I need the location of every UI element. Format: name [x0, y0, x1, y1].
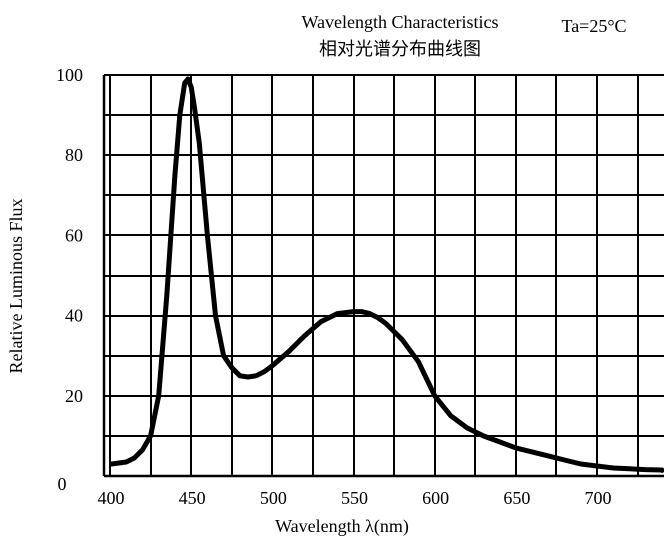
x-tick-label: 650: [503, 488, 530, 508]
x-tick-label: 600: [422, 488, 449, 508]
y-tick-label: 80: [65, 145, 83, 165]
temperature-condition: Ta=25°C: [561, 16, 626, 36]
x-tick-label: 550: [341, 488, 368, 508]
grid: [102, 74, 664, 478]
y-tick-label: 40: [65, 306, 83, 326]
x-tick-label: 400: [98, 488, 125, 508]
y-tick-label: 60: [65, 225, 83, 245]
x-axis-label: Wavelength λ(nm): [275, 516, 409, 537]
y-axis-label: Relative Luminous Flux: [6, 199, 26, 374]
x-tick-labels: 400 450 500 550 600 650 700: [98, 488, 612, 508]
y-tick-labels: 0 20 40 60 80 100: [56, 65, 83, 494]
x-tick-label: 450: [179, 488, 206, 508]
y-tick-label: 100: [56, 65, 83, 85]
x-tick-label: 700: [585, 488, 612, 508]
chart-title-chinese: 相对光谱分布曲线图: [319, 39, 481, 59]
y-tick-label: 20: [65, 386, 83, 406]
x-tick-label: 500: [260, 488, 287, 508]
y-tick-label: 0: [58, 474, 67, 494]
chart-title: Wavelength Characteristics: [302, 12, 499, 32]
spectrum-line: [109, 76, 664, 473]
